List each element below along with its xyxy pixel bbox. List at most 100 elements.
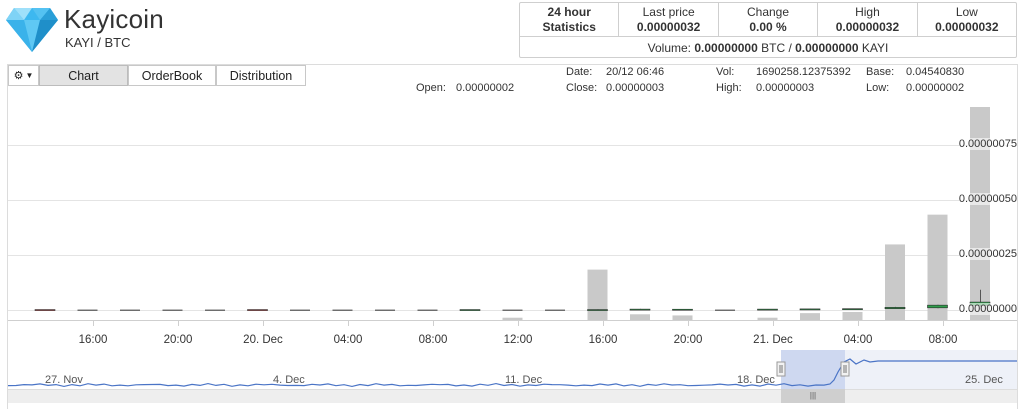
close-label: Close:: [566, 82, 598, 94]
date-label: Date:: [566, 66, 593, 78]
volume-btc-unit: BTC /: [761, 41, 792, 55]
pair-name: KAYI / BTC: [65, 35, 131, 50]
stats-title-text: 24 hour Statistics: [542, 5, 596, 34]
candle: [459, 309, 481, 311]
candle: [205, 309, 225, 311]
candle: [927, 304, 948, 309]
last-price-cell: Last price 0.00000032: [619, 3, 719, 36]
change-cell: Change 0.00 %: [719, 3, 819, 36]
x-tick-label: 04:00: [333, 334, 363, 346]
candle: [290, 309, 310, 311]
x-tick-label: 20:00: [673, 334, 703, 346]
navigator-date-label: 18. Dec: [737, 374, 775, 386]
candle: [247, 309, 268, 311]
base-label: Base:: [866, 66, 895, 78]
low-label: Low: [955, 5, 978, 19]
candle: [417, 309, 438, 311]
volume-kayi-unit: KAYI: [861, 41, 889, 55]
high-label: High: [855, 5, 880, 19]
candle: [842, 308, 863, 310]
candle: [502, 309, 523, 311]
chart-panel: [7, 64, 1018, 409]
candle: [799, 308, 821, 311]
navigator-date-label: 4. Dec: [273, 374, 305, 386]
scrollbar-thumb[interactable]: |||: [781, 389, 845, 403]
x-tick-label: 20:00: [163, 334, 193, 346]
candle: [629, 308, 651, 311]
navigator-window: [781, 350, 845, 389]
volume-label: Volume:: [647, 41, 692, 55]
navigator-handle: [840, 361, 850, 377]
volume-btc: 0.00000000: [694, 41, 758, 55]
volume-bar: [672, 315, 693, 320]
volume-row: Volume: 0.00000000 BTC / 0.00000000 KAYI: [520, 37, 1016, 59]
low-readout-label: Low:: [866, 82, 890, 94]
x-tick-label: 20. Dec: [243, 334, 283, 346]
open-label: Open:: [416, 82, 446, 94]
y-tick-label: 0.00000050: [958, 193, 1017, 205]
change-label: Change: [746, 5, 790, 19]
navigator-line: [8, 358, 1017, 388]
volume-bar: [970, 107, 990, 320]
navigator-date-label: 25. Dec: [965, 374, 1003, 386]
vol-label: Vol:: [716, 66, 735, 78]
x-tick-label: 04:00: [843, 334, 873, 346]
gear-icon: ⚙: [13, 70, 24, 82]
x-tick-label: 21. Dec: [753, 334, 793, 346]
settings-menu-button[interactable]: ⚙ ▼: [8, 65, 39, 86]
x-tick-label: 08:00: [418, 334, 448, 346]
volume-bar: [885, 244, 905, 320]
tab-orderbook[interactable]: OrderBook: [128, 65, 216, 86]
volume-bar: [587, 269, 608, 320]
x-tick-label: 16:00: [588, 334, 618, 346]
stats-title: 24 hour Statistics: [520, 3, 620, 36]
candle: [332, 309, 353, 311]
candle: [34, 309, 56, 311]
change-value: 0.00 %: [749, 20, 787, 34]
candle: [162, 309, 183, 311]
volume-bar: [630, 314, 650, 320]
base-value: 0.04540830: [906, 66, 965, 78]
stats-panel: 24 hour Statistics Last price 0.00000032…: [519, 2, 1017, 58]
high-cell: High 0.00000032: [818, 3, 918, 36]
volume-bar: [842, 311, 863, 320]
candle: [757, 308, 778, 311]
price-chart[interactable]: [8, 98, 1017, 328]
high-readout-value: 0.00000003: [756, 82, 815, 94]
low-readout-value: 0.00000002: [906, 82, 965, 94]
navigator-handle: [776, 361, 786, 377]
candle: [375, 309, 395, 311]
candle: [587, 309, 608, 311]
low-cell: Low 0.00000032: [918, 3, 1016, 36]
scrollbar[interactable]: [8, 389, 1017, 403]
navigator-shade: [845, 350, 1017, 389]
candle: [120, 309, 140, 311]
navigator[interactable]: [8, 350, 1017, 389]
tab-chart[interactable]: Chart: [39, 65, 128, 86]
open-value: 0.00000002: [456, 82, 515, 94]
x-tick-label: 16:00: [78, 334, 108, 346]
candle: [884, 307, 906, 309]
candle: [715, 309, 735, 311]
high-readout-label: High:: [716, 82, 742, 94]
vol-value: 1690258.12375392: [756, 66, 851, 78]
volume-kayi: 0.00000000: [795, 41, 859, 55]
x-tick-label: 08:00: [928, 334, 958, 346]
volume-bar: [757, 317, 778, 320]
candle: [77, 309, 98, 311]
tab-distribution[interactable]: Distribution: [216, 65, 306, 86]
navigator-date-label: 27. Nov: [45, 374, 83, 386]
y-tick-label: 0.00000075: [958, 138, 1017, 150]
high-value: 0.00000032: [835, 20, 900, 34]
candle: [672, 308, 693, 311]
close-value: 0.00000003: [606, 82, 665, 94]
y-tick-label: 0.00000025: [958, 248, 1017, 260]
coin-name: Kayicoin: [64, 4, 164, 34]
volume-bar: [502, 317, 523, 320]
last-price-label: Last price: [642, 5, 695, 19]
y-tick-label: 0.00000000: [958, 303, 1017, 315]
navigator-date-label: 11. Dec: [505, 374, 543, 386]
chevron-down-icon: ▼: [25, 71, 34, 80]
volume-bar: [927, 214, 948, 320]
date-value: 20/12 06:46: [606, 66, 665, 78]
